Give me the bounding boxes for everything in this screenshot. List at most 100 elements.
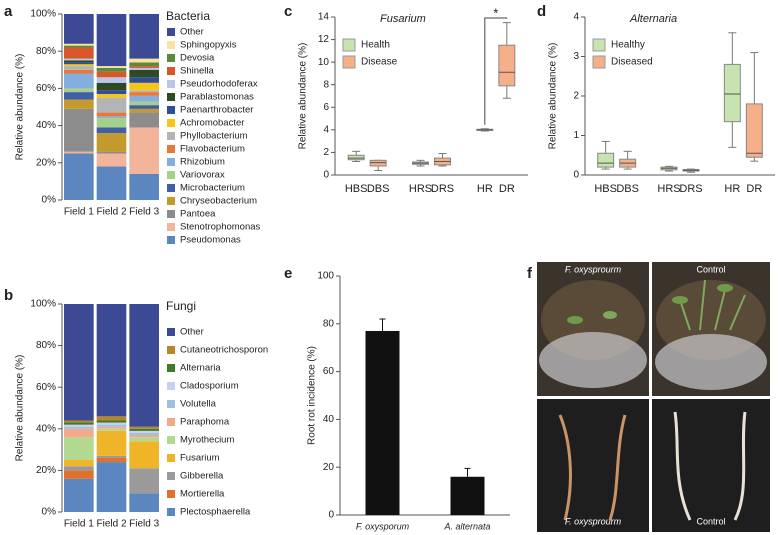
photo-leaf — [567, 316, 583, 324]
y-tick-label: 2 — [323, 147, 329, 158]
legend-swatch — [167, 210, 175, 218]
legend-swatch — [592, 38, 606, 52]
photo-label: Control — [696, 516, 725, 526]
legend-swatch — [167, 490, 175, 498]
bar-segment — [64, 151, 94, 154]
bar-segment — [96, 77, 127, 83]
legend-label: Mortierella — [180, 489, 225, 500]
legend-swatch — [167, 454, 175, 462]
photo-label: F. oxysprourm — [565, 516, 622, 526]
bar-segment — [64, 73, 94, 89]
bar-segment — [64, 437, 94, 460]
bar-segment — [96, 127, 127, 134]
y-tick-label: 100 — [317, 271, 334, 282]
photo — [537, 399, 649, 532]
legend-label: Sphingopyxis — [180, 40, 237, 51]
chart-title: Alternaria — [629, 13, 677, 25]
y-tick-label: 12 — [318, 34, 330, 45]
legend-label: Rhizobium — [180, 157, 225, 168]
y-tick-label: 40% — [36, 423, 56, 434]
bar-segment — [96, 426, 127, 429]
bar-segment — [129, 77, 159, 83]
legend-swatch — [167, 436, 175, 444]
legend-swatch — [167, 364, 175, 372]
legend-label: Stenotrophomonas — [180, 222, 261, 233]
legend-swatch — [167, 132, 175, 140]
x-tick-label: Field 3 — [129, 207, 159, 218]
bar-segment — [96, 462, 127, 512]
bar-segment — [64, 92, 94, 100]
bar-segment — [129, 430, 159, 433]
x-tick-label: Field 2 — [96, 207, 126, 218]
legend-label: Gibberella — [180, 471, 224, 482]
y-axis-label: Relative abundance (%) — [298, 43, 309, 150]
bar-segment — [64, 422, 94, 425]
bar-segment — [64, 428, 94, 438]
bar-segment — [64, 64, 94, 67]
legend-swatch — [167, 158, 175, 166]
panel-label: b — [4, 287, 13, 304]
x-tick-label: HBS — [594, 183, 617, 195]
y-tick-label: 4 — [573, 12, 579, 23]
y-tick-label: 14 — [318, 12, 330, 23]
legend-title: Fungi — [166, 299, 196, 313]
bar-segment — [129, 127, 159, 174]
bar-segment — [64, 99, 94, 109]
legend-swatch — [167, 382, 175, 390]
y-tick-label: 3 — [573, 51, 579, 62]
legend-label: Cladosporium — [180, 381, 239, 392]
bar-segment — [64, 153, 94, 200]
bar — [365, 330, 400, 515]
y-tick-label: 20% — [36, 465, 56, 476]
significance-bracket — [484, 17, 508, 125]
legend-label: Myrothecium — [180, 435, 234, 446]
panel-label: d — [537, 3, 546, 20]
x-tick-label: HR — [477, 183, 493, 195]
legend-label: Paenarthrobacter — [180, 105, 253, 116]
legend-swatch — [167, 400, 175, 408]
legend-swatch — [167, 171, 175, 179]
bar-segment — [64, 424, 94, 427]
bar-segment — [96, 116, 127, 119]
bar-segment — [129, 432, 159, 436]
y-tick-label: 60 — [323, 366, 335, 377]
y-tick-label: 2 — [573, 91, 579, 102]
legend-label: Health — [361, 40, 390, 51]
bar-segment — [64, 466, 94, 471]
bar-segment — [129, 493, 159, 512]
legend-swatch — [167, 93, 175, 101]
legend-label: Achromobacter — [180, 118, 244, 129]
panel-label: c — [284, 3, 292, 20]
bar-segment — [64, 47, 94, 59]
legend-label: Diseased — [611, 57, 653, 68]
bar-segment — [129, 304, 159, 427]
legend-label: Chryseobacterium — [180, 196, 257, 207]
bar-segment — [129, 62, 159, 67]
y-tick-label: 40% — [36, 120, 56, 131]
bar-segment — [64, 420, 94, 423]
bar-segment — [129, 67, 159, 70]
bar-segment — [129, 82, 159, 91]
legend-label: Variovorax — [180, 170, 225, 181]
y-tick-label: 20 — [323, 462, 335, 473]
bar-segment — [96, 93, 127, 98]
legend-swatch — [167, 184, 175, 192]
bar-segment — [96, 420, 127, 423]
bar-segment — [129, 108, 159, 113]
bar-segment — [129, 95, 159, 102]
photo-pot — [539, 332, 647, 388]
x-tick-label: HR — [724, 183, 740, 195]
bar-segment — [64, 45, 94, 48]
bar-segment — [96, 428, 127, 431]
y-tick-label: 0% — [42, 507, 57, 518]
bar-segment — [64, 88, 94, 93]
x-tick-label: F. oxysporum — [356, 521, 410, 531]
legend-label: Shinella — [180, 66, 215, 77]
legend-swatch — [592, 55, 606, 69]
x-tick-label: DRS — [679, 183, 702, 195]
bar-segment — [64, 58, 94, 61]
bar-segment — [96, 67, 127, 72]
photos — [537, 262, 770, 532]
bar-segment — [96, 430, 127, 456]
bar-segment — [129, 437, 159, 442]
